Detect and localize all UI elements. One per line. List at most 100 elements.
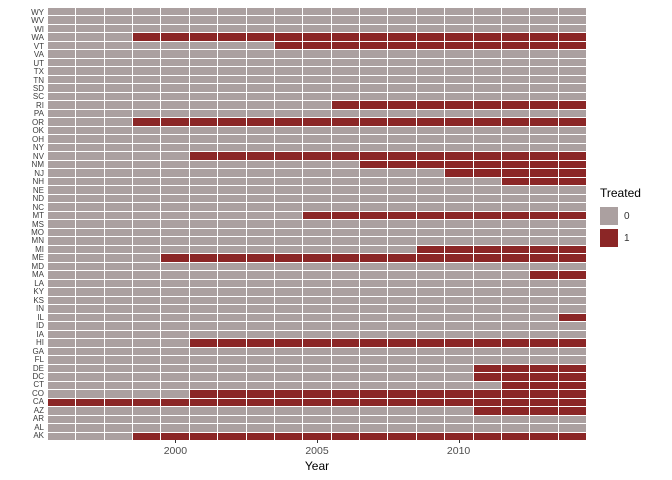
heatmap-tile (303, 203, 331, 211)
heatmap-tile (303, 407, 331, 415)
heatmap-tile (388, 398, 416, 407)
heatmap-tile (274, 41, 303, 50)
heatmap-tile (445, 347, 473, 356)
heatmap-tile (161, 424, 189, 432)
heatmap-tile (331, 228, 360, 237)
heatmap-tile (218, 152, 246, 160)
heatmap-tile (48, 203, 76, 211)
heatmap-tile (303, 271, 331, 279)
heatmap-tile (388, 75, 416, 84)
heatmap-tile (48, 58, 76, 67)
heatmap-tile (360, 194, 388, 203)
heatmap-tile (473, 228, 501, 237)
heatmap-tile (558, 288, 586, 296)
heatmap-tile (161, 228, 189, 237)
heatmap-tile (331, 58, 360, 67)
heatmap-tile (218, 211, 246, 220)
heatmap-tile (331, 24, 360, 33)
heatmap-tile (388, 169, 416, 177)
heatmap-tile (76, 186, 104, 194)
heatmap-tile (104, 271, 133, 279)
heatmap-tile (274, 330, 303, 339)
heatmap-tile (416, 24, 445, 33)
heatmap-tile (360, 432, 388, 440)
heatmap-tile (274, 24, 303, 33)
heatmap-tile (558, 24, 586, 33)
heatmap-tile (48, 432, 76, 440)
heatmap-tile (388, 228, 416, 237)
heatmap-tile (274, 279, 303, 288)
heatmap-tile (331, 220, 360, 228)
heatmap-tile (558, 67, 586, 75)
y-axis-label: NM (31, 160, 44, 170)
heatmap-tile (48, 220, 76, 228)
heatmap-tile (303, 118, 331, 126)
heatmap-tile (501, 288, 530, 296)
y-axis-label: WY (31, 7, 44, 17)
heatmap-tile (388, 109, 416, 118)
heatmap-tile (274, 177, 303, 186)
heatmap-tile (530, 398, 558, 407)
heatmap-tile (360, 373, 388, 381)
heatmap-tile (473, 254, 501, 262)
heatmap-tile (161, 24, 189, 33)
heatmap-tile (416, 16, 445, 24)
heatmap-tile (133, 203, 161, 211)
heatmap-tile (218, 160, 246, 169)
heatmap-tile (530, 322, 558, 330)
y-axis-label: GA (32, 346, 44, 356)
heatmap-tile (360, 152, 388, 160)
heatmap-tile (274, 305, 303, 313)
heatmap-tile (161, 373, 189, 381)
heatmap-tile (388, 118, 416, 126)
heatmap-tile (274, 194, 303, 203)
heatmap-tile (303, 424, 331, 432)
heatmap-tile (104, 313, 133, 322)
heatmap-tile (104, 424, 133, 432)
heatmap-tile (133, 101, 161, 109)
heatmap-tile (501, 228, 530, 237)
heatmap-tile (133, 288, 161, 296)
heatmap-tile (416, 58, 445, 67)
heatmap-tile (133, 296, 161, 305)
heatmap-tile (161, 160, 189, 169)
heatmap-tile (388, 237, 416, 245)
heatmap-tile (133, 24, 161, 33)
heatmap-tile (76, 271, 104, 279)
heatmap-tile (473, 186, 501, 194)
heatmap-tile (558, 390, 586, 398)
heatmap-tile (189, 92, 218, 101)
heatmap-tile (274, 67, 303, 75)
heatmap-tile (501, 313, 530, 322)
heatmap-tile (189, 381, 218, 390)
heatmap-tile (558, 432, 586, 440)
heatmap-tile (48, 177, 76, 186)
heatmap-tile (274, 92, 303, 101)
heatmap-tile (246, 203, 274, 211)
heatmap-tile (274, 8, 303, 16)
heatmap-tile (161, 271, 189, 279)
heatmap-tile (530, 67, 558, 75)
heatmap-tile (360, 101, 388, 109)
heatmap-tile (501, 296, 530, 305)
heatmap-tile (274, 373, 303, 381)
heatmap-tile (530, 356, 558, 364)
heatmap-tile (558, 271, 586, 279)
heatmap-tile (331, 67, 360, 75)
heatmap-tile (530, 271, 558, 279)
heatmap-tile (530, 152, 558, 160)
heatmap-tile (189, 135, 218, 143)
heatmap-tile (218, 364, 246, 373)
heatmap-tile (76, 313, 104, 322)
heatmap-tile (445, 245, 473, 254)
heatmap-tile (76, 16, 104, 24)
y-axis-label: RI (36, 100, 44, 110)
heatmap-tile (161, 245, 189, 254)
heatmap-tile (445, 237, 473, 245)
heatmap-tile (416, 237, 445, 245)
heatmap-tile (388, 58, 416, 67)
heatmap-tile (388, 407, 416, 415)
heatmap-tile (76, 296, 104, 305)
heatmap-tile (189, 288, 218, 296)
heatmap-tile (360, 118, 388, 126)
